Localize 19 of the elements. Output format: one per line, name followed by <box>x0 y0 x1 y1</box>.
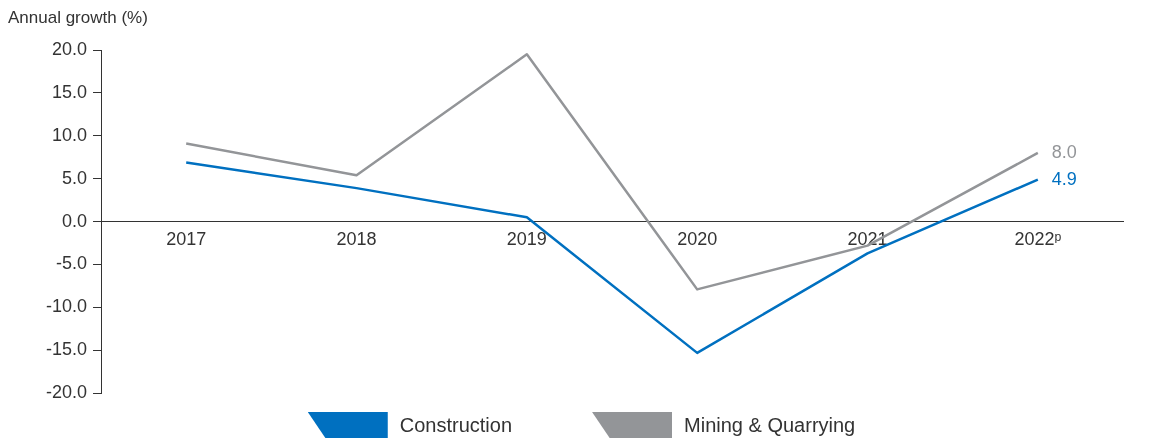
y-tick-label: -5.0 <box>56 253 88 274</box>
y-tick-label: 10.0 <box>51 124 88 145</box>
legend-label: Construction <box>399 413 513 437</box>
y-tick-label: 15.0 <box>51 81 88 102</box>
data-label: 4.9 <box>1051 168 1077 189</box>
y-tick-label: 0.0 <box>62 210 88 231</box>
x-tick-label: 2022ᵖ <box>1014 229 1062 250</box>
data-label: 8.0 <box>1051 141 1077 162</box>
y-tick-label: -10.0 <box>46 296 88 317</box>
x-tick-label: 2017 <box>166 229 207 250</box>
legend-label: Mining & Quarrying <box>684 413 856 437</box>
y-tick-label: 20.0 <box>51 38 88 59</box>
x-tick-label: 2020 <box>677 229 718 250</box>
x-tick-label: 2018 <box>336 229 377 250</box>
x-tick-label: 2019 <box>506 229 547 250</box>
y-tick-label: -15.0 <box>46 339 88 360</box>
y-axis-title: Annual growth (%) <box>8 8 148 28</box>
y-tick-label: 5.0 <box>62 167 88 188</box>
y-tick-label: -20.0 <box>46 382 88 403</box>
